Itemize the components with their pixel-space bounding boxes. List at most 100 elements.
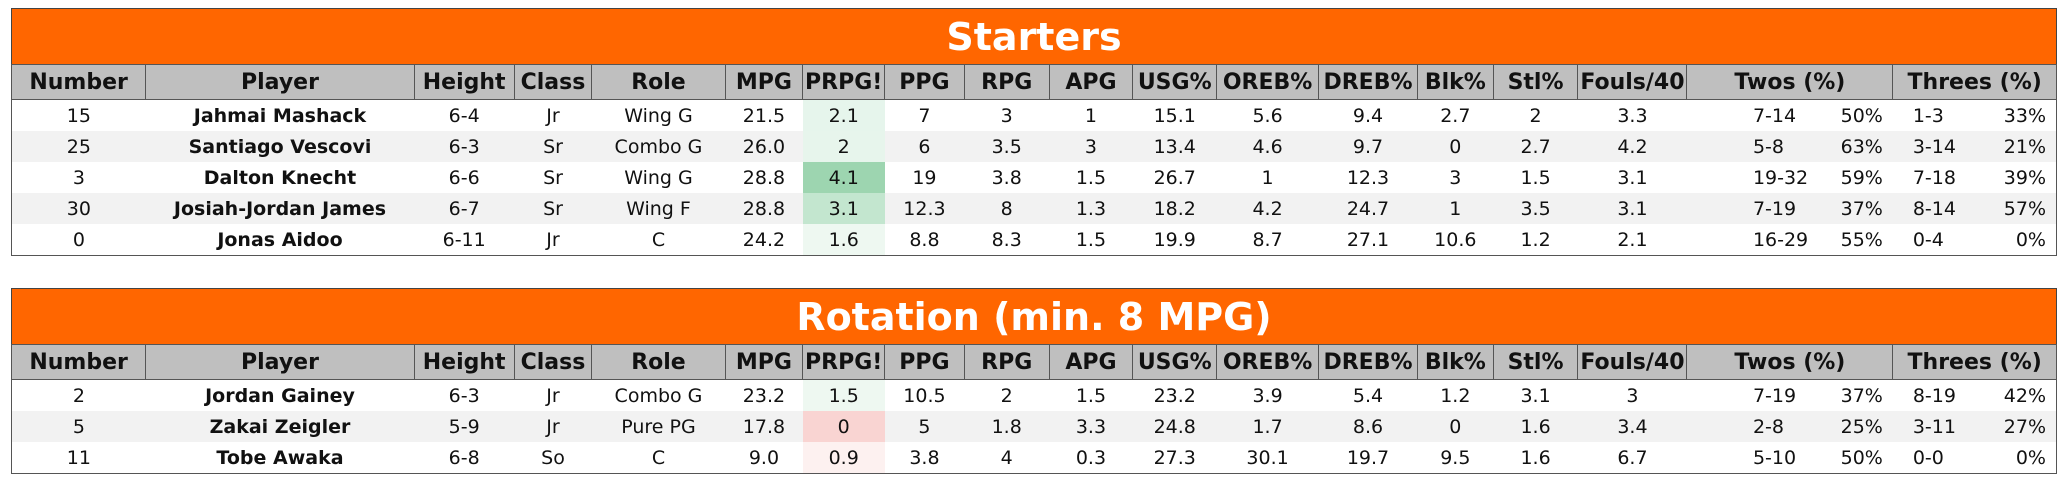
dreb-cell: 9.4 (1318, 99, 1418, 131)
prpg-cell: 2.1 (802, 99, 885, 131)
threes-cell-made-attempted: 1-3 (1912, 105, 1944, 127)
class-cell: Jr (514, 224, 592, 256)
twos-cell-percent: 63% (1840, 136, 1883, 158)
blk-cell: 2.7 (1417, 99, 1494, 131)
rpg-cell: 1.8 (964, 411, 1050, 442)
class-cell: So (514, 442, 592, 474)
twos-cell-made-attempted: 5-10 (1752, 447, 1797, 469)
column-header: Fouls/40 (1577, 64, 1688, 100)
table-row: 11 Tobe Awaka 6-8 So C 9.0 0.9 3.8 4 0.3 27.3 30.1 1… (11, 442, 2057, 474)
dreb-cell: 8.6 (1318, 411, 1418, 442)
dreb-cell: 12.3 (1318, 162, 1418, 193)
ppg-cell: 8.8 (884, 224, 965, 256)
threes-cell-percent: 0% (2015, 447, 2046, 469)
rpg-cell: 4 (964, 442, 1050, 474)
threes-cell-percent: 39% (2003, 167, 2046, 189)
oreb-cell: 4.6 (1216, 131, 1319, 162)
rpg-cell: 8.3 (964, 224, 1050, 256)
twos-cell: 7-19 37% (1686, 379, 1893, 411)
player-name: Jordan Gainey (145, 379, 415, 411)
blk-cell: 10.6 (1417, 224, 1494, 256)
threes-cell-percent: 21% (2003, 136, 2046, 158)
height-cell: 6-7 (414, 193, 515, 224)
player-number: 15 (11, 99, 146, 131)
column-header: DREB% (1318, 344, 1418, 380)
class-cell: Sr (514, 162, 592, 193)
height-cell: 5-9 (414, 411, 515, 442)
column-header: MPG (724, 344, 804, 380)
prpg-cell: 0 (802, 411, 885, 442)
threes-cell: 1-3 33% (1892, 99, 2057, 131)
column-header: Stl% (1492, 344, 1579, 380)
column-header: Twos (%) (1686, 344, 1894, 380)
player-name: Jahmai Mashack (145, 99, 415, 131)
role-cell: Wing G (591, 99, 726, 131)
player-name: Zakai Zeigler (145, 411, 415, 442)
threes-cell: 0-4 0% (1892, 224, 2057, 256)
oreb-cell: 3.9 (1216, 379, 1319, 411)
ppg-cell: 5 (884, 411, 965, 442)
twos-cell: 5-10 50% (1686, 442, 1893, 474)
blk-cell: 1 (1417, 193, 1494, 224)
threes-cell-made-attempted: 0-4 (1912, 229, 1944, 251)
rpg-cell: 3.8 (964, 162, 1050, 193)
usg-cell: 24.8 (1132, 411, 1217, 442)
fouls-cell: 3.4 (1577, 411, 1687, 442)
player-number: 2 (11, 379, 146, 411)
column-header: Role (591, 344, 726, 380)
column-header: MPG (724, 64, 804, 100)
player-name: Jonas Aidoo (145, 224, 415, 256)
column-header: Player (145, 344, 415, 380)
role-cell: Pure PG (591, 411, 726, 442)
table-row: 3 Dalton Knecht 6-6 Sr Wing G 28.8 4.1 19 3.8 1.5… (11, 162, 2057, 193)
threes-cell: 0-0 0% (1892, 442, 2057, 474)
player-number: 5 (11, 411, 146, 442)
role-cell: Wing F (591, 193, 726, 224)
rotation-header-row: Number Player Height Class Role MPG PRPG! PPG RP… (10, 344, 2057, 380)
fouls-cell: 6.7 (1577, 442, 1687, 474)
player-number: 30 (11, 193, 146, 224)
usg-cell: 26.7 (1132, 162, 1217, 193)
player-name: Tobe Awaka (145, 442, 415, 474)
oreb-cell: 1.7 (1216, 411, 1319, 442)
mpg-cell: 26.0 (725, 131, 803, 162)
usg-cell: 19.9 (1132, 224, 1217, 256)
threes-cell: 7-18 39% (1892, 162, 2057, 193)
rotation-table: Number Player Height Class Role MPG PRPG! PPG RP… (10, 344, 2057, 474)
column-header: RPG (963, 64, 1050, 100)
twos-cell: 5-8 63% (1686, 131, 1893, 162)
column-header: USG% (1132, 64, 1218, 100)
column-header: Player (145, 64, 415, 100)
threes-cell-made-attempted: 7-18 (1912, 167, 1956, 189)
threes-cell-percent: 42% (2003, 385, 2046, 407)
starters-table: Number Player Height Class Role MPG PRPG! PPG RP… (10, 64, 2057, 256)
table-row: 30 Josiah-Jordan James 6-7 Sr Wing F 28.8 3.1 1… (11, 193, 2057, 224)
rpg-cell: 8 (964, 193, 1050, 224)
player-name: Josiah-Jordan James (145, 193, 415, 224)
column-header: Blk% (1416, 344, 1494, 380)
column-header: Threes (%) (1892, 64, 2057, 100)
table-row: 0 Jonas Aidoo 6-11 Jr C 24.2 1.6 8.8 8.3 1.5 19.9 8… (11, 224, 2057, 256)
threes-cell-percent: 0% (2015, 229, 2046, 251)
twos-cell: 16-29 55% (1686, 224, 1893, 256)
role-cell: C (591, 442, 726, 474)
usg-cell: 18.2 (1132, 193, 1217, 224)
twos-cell-made-attempted: 19-32 (1752, 167, 1809, 189)
column-header: PPG (884, 344, 965, 380)
oreb-cell: 5.6 (1216, 99, 1319, 131)
dreb-cell: 27.1 (1318, 224, 1418, 256)
player-number: 25 (11, 131, 146, 162)
apg-cell: 1 (1049, 99, 1133, 131)
column-header: PPG (884, 64, 965, 100)
apg-cell: 3 (1049, 131, 1133, 162)
twos-cell-made-attempted: 7-19 (1752, 198, 1797, 220)
ppg-cell: 10.5 (884, 379, 965, 411)
rpg-cell: 3 (964, 99, 1050, 131)
mpg-cell: 21.5 (725, 99, 803, 131)
oreb-cell: 1 (1216, 162, 1319, 193)
twos-cell-percent: 50% (1840, 105, 1883, 127)
prpg-cell: 1.6 (802, 224, 885, 256)
height-cell: 6-3 (414, 131, 515, 162)
column-header: Class (513, 64, 593, 100)
table-row: 15 Jahmai Mashack 6-4 Jr Wing G 21.5 2.1 7 3 1 15.… (11, 99, 2057, 131)
